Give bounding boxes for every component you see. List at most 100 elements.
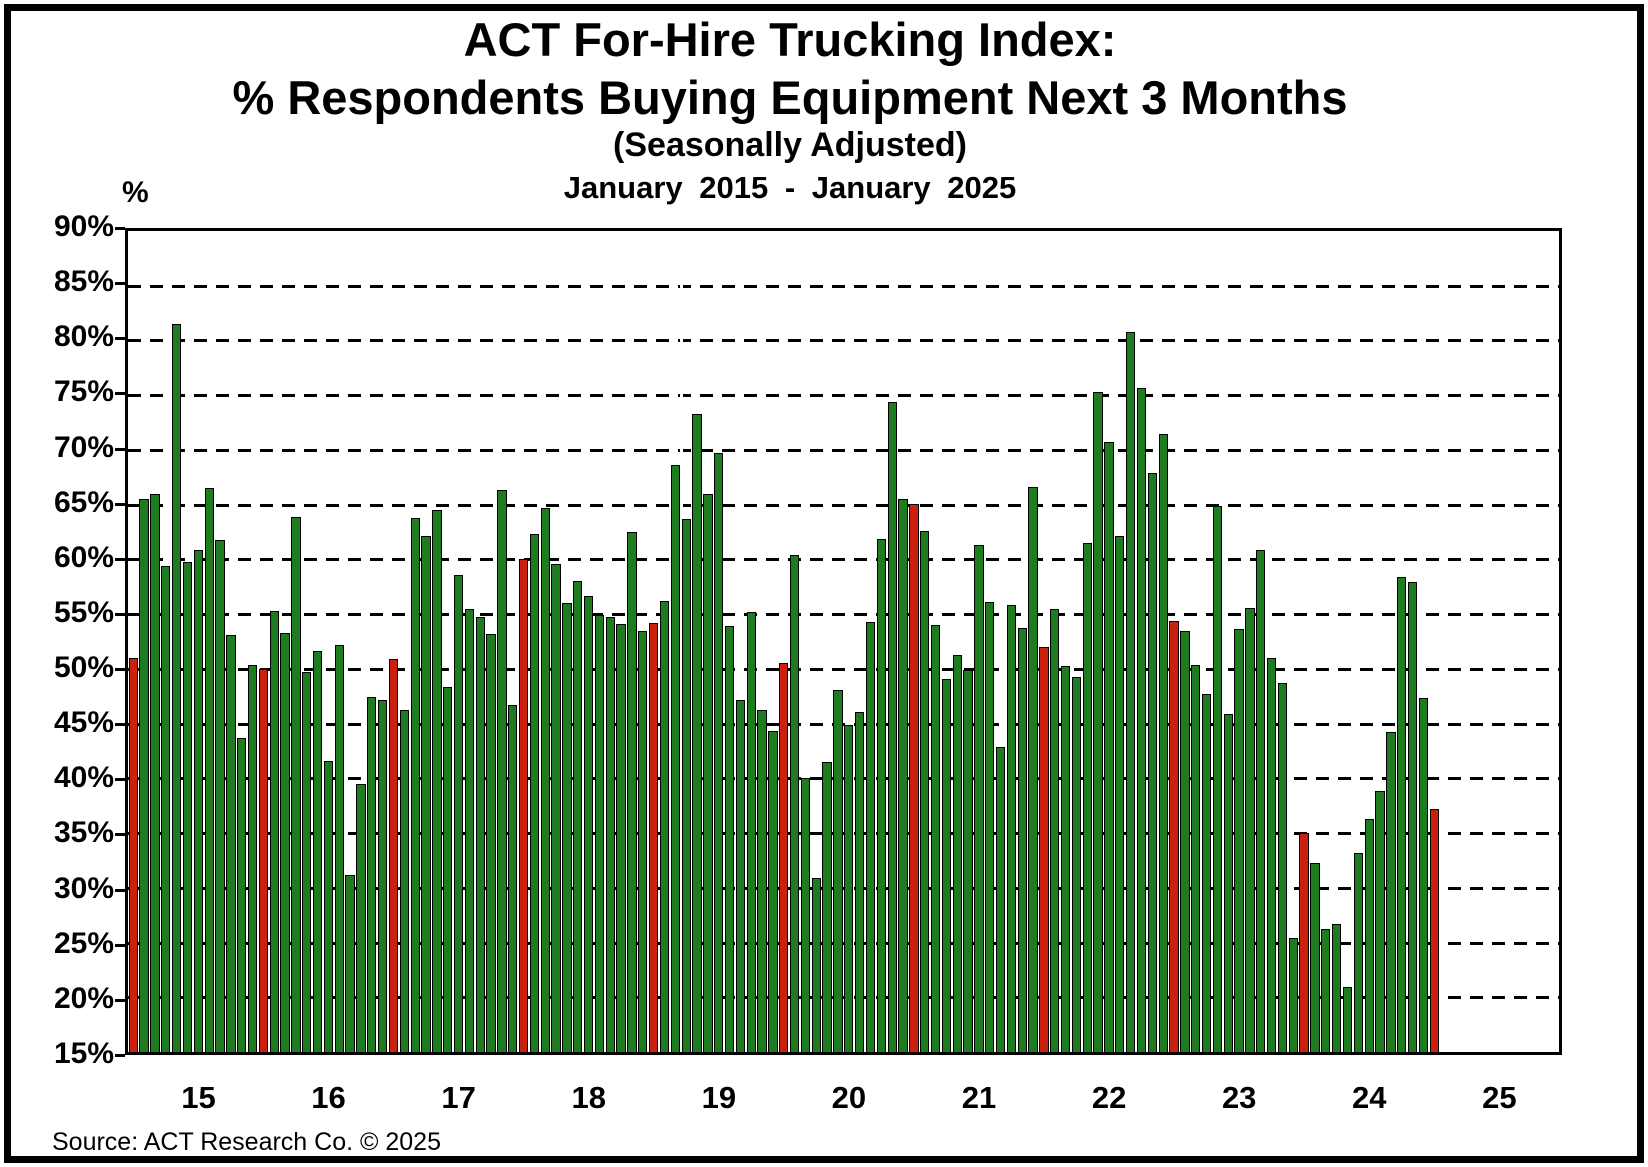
bar-2021-01 (909, 503, 919, 1052)
x-axis-tick-label-2016: 16 (311, 1080, 346, 1115)
bar-2018-07 (583, 595, 594, 1052)
y-axis-tick-label-15: 15% (53, 1037, 114, 1070)
bar-2020-10 (876, 538, 886, 1052)
y-axis-tick-mark (115, 337, 125, 341)
bar-2017-01 (388, 659, 399, 1052)
bar-2017-08 (464, 608, 475, 1052)
bar-2019-05 (692, 413, 702, 1052)
bar-2018-10 (616, 624, 626, 1052)
bar-2019-11 (757, 710, 767, 1052)
bar-2019-03 (670, 465, 680, 1052)
x-axis-tick-label-2025: 25 (1482, 1080, 1517, 1115)
bar-2017-10 (486, 633, 496, 1052)
bar-2023-06 (1223, 713, 1233, 1052)
y-axis-tick-mark (115, 888, 125, 892)
bar-2017-09 (475, 617, 485, 1052)
y-axis-tick-label-90: 90% (53, 210, 114, 243)
y-axis-tick-label-20: 20% (53, 981, 114, 1015)
gridline-30pct (128, 886, 1559, 890)
source-credit: Source: ACT Research Co. © 2025 (52, 1128, 441, 1156)
bar-2023-03 (1191, 664, 1201, 1052)
y-axis-tick-label-75: 75% (53, 375, 114, 409)
y-axis-tick-mark (115, 668, 125, 672)
bar-2021-11 (1017, 628, 1027, 1052)
bar-2018-06 (573, 581, 583, 1052)
bar-2022-04 (1071, 676, 1082, 1052)
y-axis-tick-mark (115, 943, 125, 947)
bar-2016-05 (302, 672, 312, 1052)
bar-2023-09 (1256, 549, 1266, 1052)
y-axis-tick-mark (115, 227, 125, 230)
bar-2021-03 (930, 625, 941, 1052)
y-axis-tick-mark (115, 723, 125, 727)
bar-2020-05 (822, 761, 832, 1052)
bar-2015-12 (247, 664, 258, 1052)
bar-2019-09 (735, 699, 746, 1052)
gridline-80pct (128, 339, 1559, 343)
x-axis-tick-label-2024: 24 (1352, 1080, 1387, 1115)
bar-2016-12 (377, 699, 388, 1052)
bar-2022-01 (1039, 646, 1049, 1052)
bar-2015-07 (193, 549, 203, 1052)
bar-2018-09 (605, 617, 615, 1052)
bar-2017-03 (410, 517, 420, 1052)
bar-2017-05 (432, 510, 442, 1052)
bar-2022-03 (1060, 665, 1071, 1052)
bar-2023-12 (1288, 938, 1298, 1052)
bar-2016-11 (367, 697, 377, 1052)
bar-2019-06 (703, 493, 713, 1052)
bar-2024-05 (1342, 987, 1353, 1052)
bar-2023-02 (1180, 630, 1190, 1052)
bar-2020-01 (779, 663, 789, 1052)
y-axis-tick-label-40: 40% (53, 761, 114, 795)
bar-2021-04 (941, 678, 952, 1052)
bar-2024-03 (1321, 929, 1331, 1052)
bar-2018-08 (594, 615, 605, 1052)
gridline-75pct (128, 394, 1559, 398)
y-axis-tick-label-25: 25% (53, 926, 114, 960)
bar-2024-12 (1418, 698, 1429, 1052)
bar-2024-11 (1407, 582, 1418, 1052)
bar-2017-02 (399, 710, 409, 1052)
y-axis-tick-label-30: 30% (53, 871, 114, 905)
bar-2017-07 (453, 574, 464, 1052)
y-axis-tick-label-35: 35% (53, 816, 114, 850)
bar-2022-11 (1147, 472, 1157, 1052)
y-axis-tick-label-85: 85% (53, 265, 114, 299)
gridline-55pct (128, 613, 1559, 617)
y-axis-tick-mark (115, 833, 125, 837)
bar-2024-09 (1386, 732, 1396, 1052)
bar-2024-07 (1364, 818, 1374, 1052)
bar-2023-11 (1277, 683, 1288, 1052)
y-axis-tick-label-65: 65% (53, 485, 114, 519)
bar-2015-02 (139, 499, 149, 1052)
x-axis-tick-label-2022: 22 (1091, 1080, 1127, 1115)
bar-2017-06 (443, 687, 453, 1052)
chart-title-line2: % Respondents Buying Equipment Next 3 Mo… (232, 71, 1348, 124)
y-axis-tick-mark (115, 447, 125, 451)
bar-2018-01 (518, 559, 529, 1052)
bar-2018-04 (551, 563, 561, 1052)
bar-2021-12 (1028, 487, 1038, 1052)
bar-2019-02 (659, 601, 670, 1052)
bar-2025-01 (1429, 808, 1439, 1052)
bar-2022-09 (1126, 331, 1136, 1052)
bar-2023-10 (1266, 657, 1277, 1052)
bar-2018-05 (562, 603, 572, 1052)
x-axis-tick-label-2018: 18 (571, 1080, 606, 1115)
gridline-25pct (128, 941, 1559, 945)
chart-title-line1: ACT For-Hire Trucking Index: (463, 13, 1117, 66)
y-axis-tick-label-55: 55% (53, 595, 114, 629)
bar-2021-02 (920, 530, 930, 1052)
bar-2024-04 (1331, 923, 1342, 1052)
bar-2016-01 (258, 668, 269, 1052)
gridline-65pct (128, 503, 1559, 507)
bar-2015-06 (182, 561, 193, 1052)
x-axis-tick-label-2023: 23 (1221, 1080, 1257, 1115)
bar-2016-07 (323, 760, 334, 1052)
bar-2021-10 (1006, 605, 1017, 1052)
bar-2016-10 (356, 783, 366, 1052)
bar-2022-10 (1136, 387, 1147, 1052)
chart-subtitle-date-range: January 2015 - January 2025 (563, 170, 1017, 205)
